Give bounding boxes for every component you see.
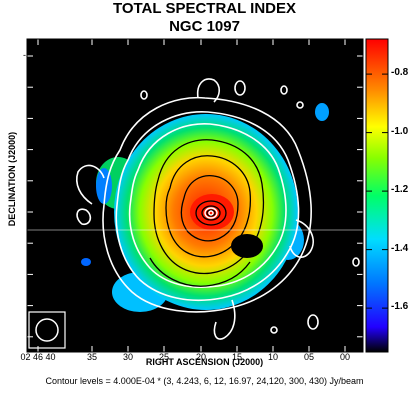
contour-small-2 (280, 85, 288, 95)
chart-title: TOTAL SPECTRAL INDEX (112, 0, 297, 17)
contour-core-1 (195, 200, 227, 226)
contour-outer-3 (128, 123, 287, 288)
contour-small-1 (234, 80, 246, 96)
contour-outer-1 (102, 96, 312, 313)
contour-small-6 (296, 101, 304, 109)
colorbar-tick-label: -1.2 (391, 184, 409, 196)
axis-ticks (27, 39, 363, 352)
x-tick-label: 25 (158, 352, 169, 362)
x-tick-label: 10 (267, 352, 278, 362)
colorbar-ticks (366, 73, 388, 309)
x-tick-label: 05 (303, 352, 314, 362)
core-white-contours (204, 207, 218, 219)
x-tick-label: 20 (195, 352, 206, 362)
contour-inner-1 (153, 139, 265, 275)
chart-subtitle: NGC 1097 (169, 18, 240, 35)
contour-arm-left (76, 164, 105, 205)
map-blob-topright (315, 103, 329, 121)
contour-core-3 (206, 209, 216, 217)
contour-levels-caption: Contour levels = 4.000E-04 * (3, 4.243, … (45, 376, 364, 386)
x-tick-label: 35 (86, 352, 97, 362)
contour-tail-bottom (213, 299, 236, 340)
colorbar-tick-label: -1.4 (391, 242, 409, 254)
contour-inner-2 (165, 155, 252, 258)
x-tick-label: 15 (231, 352, 242, 362)
contour-arm-right (289, 219, 314, 258)
contour-core-white-1 (204, 207, 218, 219)
plot-frame (26, 38, 364, 353)
contour-small-5 (140, 90, 148, 100)
beam-ellipse (35, 318, 59, 342)
contour-plume-top (196, 78, 221, 103)
contour-small-4 (352, 257, 360, 267)
contour-blob-left (76, 208, 92, 226)
x-tick-label: 00 (339, 352, 350, 362)
beam-box (28, 311, 66, 349)
contour-outer-2 (115, 111, 300, 301)
contour-inner-arm (149, 257, 251, 287)
x-tick-label: 02 46 40 (20, 352, 56, 362)
white-contours (76, 78, 360, 340)
contour-small-3 (307, 314, 319, 330)
contour-core-white-2 (208, 210, 214, 216)
black-contours (149, 139, 265, 287)
map-gap (231, 234, 263, 258)
map-blob-farleft (81, 258, 91, 266)
contour-inner-3 (180, 174, 239, 242)
contour-small-7 (270, 326, 278, 334)
x-tick-label: 30 (122, 352, 133, 362)
contour-core-2 (201, 205, 221, 221)
colorbar-tick-label: -1.6 (391, 301, 409, 313)
colorbar-tick-label: -0.8 (391, 67, 409, 79)
colorbar (365, 38, 389, 353)
x-axis-label: RIGHT ASCENSION (J2000) (145, 357, 264, 367)
colorbar-tick-label: -1.0 (391, 125, 409, 137)
